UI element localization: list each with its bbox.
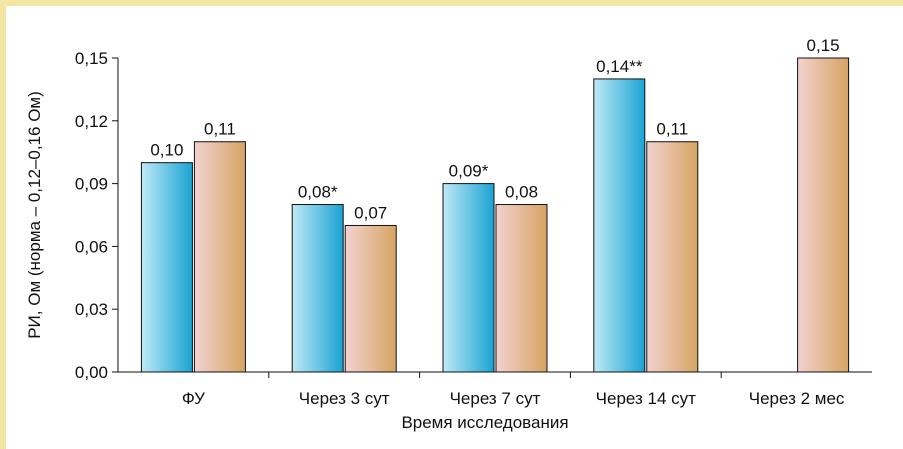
y-tick-label: 0,03 xyxy=(75,300,108,319)
y-tick-label: 0,06 xyxy=(75,237,108,256)
bar-series-1 xyxy=(140,162,193,373)
y-axis-title: РИ, Ом (норма – 0,12–0,16 Ом) xyxy=(25,91,44,339)
x-category-label: Через 7 сут xyxy=(450,389,541,408)
bar-series-2 xyxy=(193,141,246,373)
bar-series-1 xyxy=(442,183,495,373)
data-label: 0,11 xyxy=(204,120,236,139)
bar-series-2 xyxy=(646,141,699,373)
y-tick-label: 0,12 xyxy=(75,112,108,131)
bar-series-1 xyxy=(291,204,344,373)
x-category-label: ФУ xyxy=(182,389,205,408)
plot-area: 0,00 0,03 0,06 0,09 0,12 0,15 ФУ 0,10 0,11 Через … xyxy=(25,36,872,432)
data-label: 0,15 xyxy=(807,36,840,55)
bar-series-2 xyxy=(495,204,548,373)
data-label: 0,14** xyxy=(596,57,643,76)
x-axis-title: Время исследования xyxy=(401,413,568,432)
y-tick-label: 0,09 xyxy=(75,175,108,194)
x-category-label: Через 3 сут xyxy=(299,389,390,408)
data-label: 0,10 xyxy=(150,141,183,160)
data-label: 0,11 xyxy=(656,120,688,139)
data-label: 0,07 xyxy=(354,203,387,222)
bar-series-2 xyxy=(797,57,850,373)
data-label: 0,08* xyxy=(298,183,338,202)
y-tick-label: 0,15 xyxy=(75,49,108,68)
bar-series-2 xyxy=(344,224,397,373)
data-label: 0,08 xyxy=(505,183,538,202)
bar-series-1 xyxy=(593,78,646,373)
x-category-label: Через 2 мес xyxy=(749,389,845,408)
y-tick-label: 0,00 xyxy=(75,363,108,382)
data-label: 0,09* xyxy=(449,162,489,181)
x-category-label: Через 14 сут xyxy=(596,389,696,408)
